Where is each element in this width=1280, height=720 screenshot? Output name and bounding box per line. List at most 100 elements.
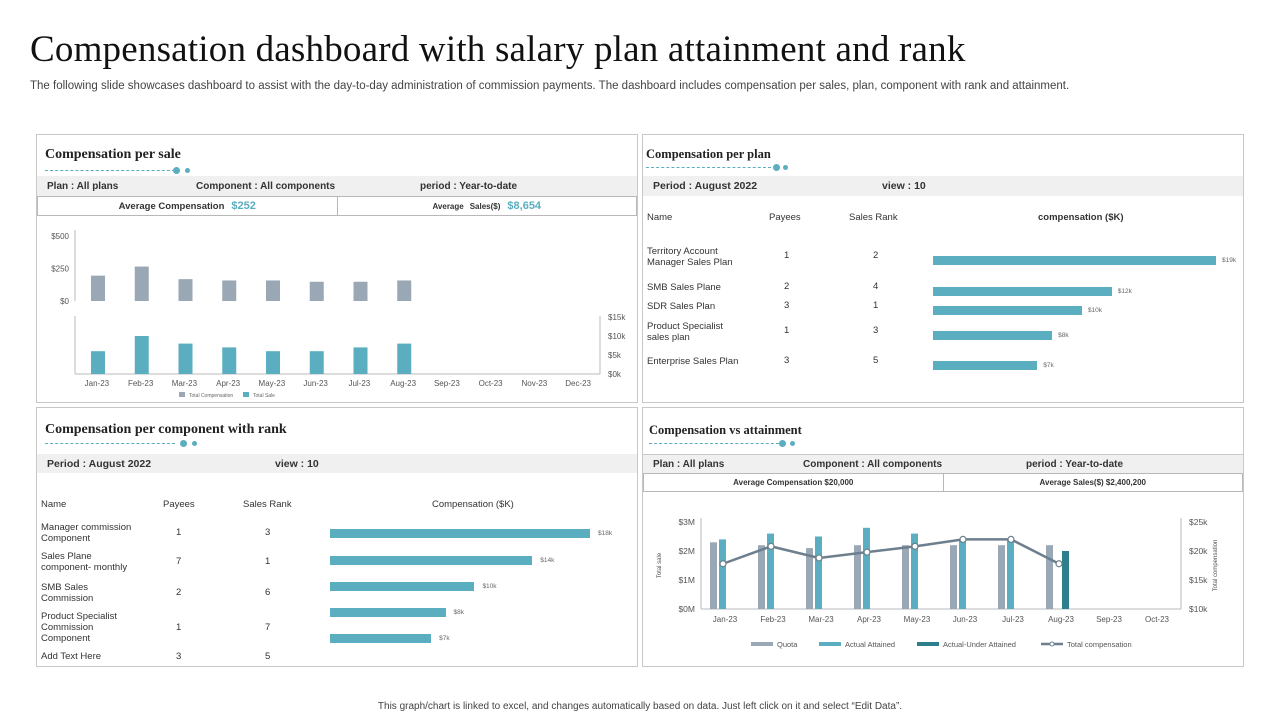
avg-compensation: Average Compensation $252 [38, 197, 337, 215]
panel-title: Compensation per plan [646, 147, 771, 161]
col-header-payees: Payees [163, 499, 195, 510]
row-name: Territory Account Manager Sales Plan [647, 246, 733, 268]
quota-bar [998, 545, 1005, 609]
x-tick-label: Nov-23 [521, 379, 547, 388]
bar-value-label: $12k [1117, 288, 1132, 295]
compensation-per-plan-panel: Compensation per plan Period : August 20… [642, 134, 1244, 403]
col-header-rank: Sales Rank [849, 212, 898, 223]
view-label[interactable]: view : 10 [275, 458, 319, 470]
right-tick-label: $5k [608, 351, 622, 360]
x-tick-label: Mar-23 [172, 379, 198, 388]
actual-attained-bar [815, 536, 822, 609]
row-payees: 7 [176, 556, 182, 567]
period-label[interactable]: Period : August 2022 [47, 458, 152, 470]
avg-sales-label: Average [432, 201, 464, 211]
left-tick-label: $0M [678, 604, 695, 614]
compensation-bar [309, 281, 324, 301]
legend-swatch-point [1049, 641, 1055, 647]
line-point [911, 542, 919, 550]
legend-label: Actual Attained [845, 640, 895, 649]
row-rank: 5 [873, 355, 879, 366]
row-name: SMB Sales Plane [647, 282, 721, 293]
filter-component[interactable]: Component : All components [196, 181, 336, 192]
filter-component[interactable]: Component : All components [803, 459, 943, 470]
compensation-bar [266, 280, 280, 301]
sale-bar [309, 351, 324, 374]
left-tick-label: $500 [51, 232, 69, 241]
legend-swatch [179, 392, 185, 397]
page-subtitle: The following slide showcases dashboard … [30, 80, 1070, 92]
quota-bar [902, 545, 909, 609]
actual-attained-bar [911, 533, 918, 609]
title-underline [646, 163, 788, 173]
view-label[interactable]: view : 10 [882, 180, 926, 192]
compensation-bar [353, 281, 368, 301]
quota-bar [758, 545, 765, 609]
x-tick-label: Sep-23 [1096, 615, 1122, 624]
x-tick-label: Feb-23 [760, 615, 786, 624]
compensation-bar [330, 556, 533, 565]
compensation-bar [91, 275, 105, 301]
page-title: Compensation dashboard with salary plan … [30, 29, 966, 70]
quota-bar [1046, 545, 1053, 609]
line-point [1055, 560, 1063, 568]
x-tick-label: Jul-23 [1002, 615, 1024, 624]
last-row-rank: 5 [265, 651, 271, 662]
avg-sales: Average Sales($) $2,400,200 [942, 474, 1243, 491]
avg-compensation: Average Compensation $20,000 [733, 478, 854, 487]
x-tick-label: Apr-23 [857, 615, 882, 624]
sale-bar [134, 336, 149, 374]
page-footer: This graph/chart is linked to excel, and… [377, 701, 903, 712]
actual-attained-bar [959, 539, 966, 609]
last-row-payees: 3 [176, 651, 182, 662]
x-tick-label: Aug-23 [1048, 615, 1074, 624]
line-point [959, 535, 967, 544]
x-tick-label: Oct-23 [479, 379, 504, 388]
line-point [767, 542, 775, 550]
quota-bar [854, 545, 861, 609]
col-header-rank: Sales Rank [243, 499, 292, 510]
title-underline [649, 439, 799, 449]
compensation-bar [933, 287, 1112, 296]
compensation-bar [134, 266, 149, 301]
compensation-bar [933, 361, 1038, 370]
filter-bar: Plan : All plans Component : All compone… [37, 176, 637, 196]
legend-label: Total compensation [1067, 640, 1132, 649]
row-name: Product Specialist sales plan [647, 321, 724, 343]
bar-value-label: $7k [1043, 362, 1054, 369]
row-payees: 1 [784, 250, 790, 261]
compensation-bar [222, 280, 237, 301]
legend-swatch [917, 642, 939, 646]
x-tick-label: Jan-23 [713, 615, 738, 624]
title-underline [45, 439, 197, 449]
title-underline [45, 166, 195, 176]
filter-period[interactable]: period : Year-to-date [1026, 459, 1124, 470]
x-tick-label: Oct-23 [1145, 615, 1170, 624]
row-payees: 3 [784, 355, 790, 366]
x-tick-label: Jan-23 [85, 379, 110, 388]
panel-title: Compensation vs attainment [649, 423, 802, 437]
row-name: Sales Plane component- monthly [41, 551, 128, 573]
average-row: Average Compensation $252 Average Sales(… [37, 196, 637, 216]
row-payees: 1 [176, 622, 182, 633]
compensation-bar [330, 529, 590, 538]
total-compensation-line [722, 538, 1060, 565]
x-tick-label: Sep-23 [434, 379, 460, 388]
left-tick-label: $250 [51, 265, 69, 274]
col-header-compensation: Compensation ($K) [432, 499, 514, 510]
x-tick-label: Apr-23 [216, 379, 241, 388]
y2-axis-title: Total compensation [1213, 540, 1219, 592]
comp-vs-attainment-chart: $3M $2M $1M $0M $25k $20k $15k $10k Total sale To… [657, 517, 1219, 649]
right-tick-label: $15k [608, 313, 626, 322]
filter-bar: Plan : All plans Component : All compone… [643, 454, 1243, 473]
period-label[interactable]: Period : August 2022 [653, 180, 758, 192]
row-rank: 2 [873, 250, 879, 261]
filter-period[interactable]: period : Year-to-date [420, 181, 518, 192]
x-tick-label: May-23 [259, 379, 286, 388]
legend-label: Quota [777, 640, 798, 649]
filter-plan[interactable]: Plan : All plans [653, 459, 725, 470]
actual-attained-bar [863, 527, 870, 609]
filter-plan[interactable]: Plan : All plans [47, 181, 119, 192]
left-tick-label: $2M [678, 546, 695, 556]
legend-swatch [243, 392, 249, 397]
